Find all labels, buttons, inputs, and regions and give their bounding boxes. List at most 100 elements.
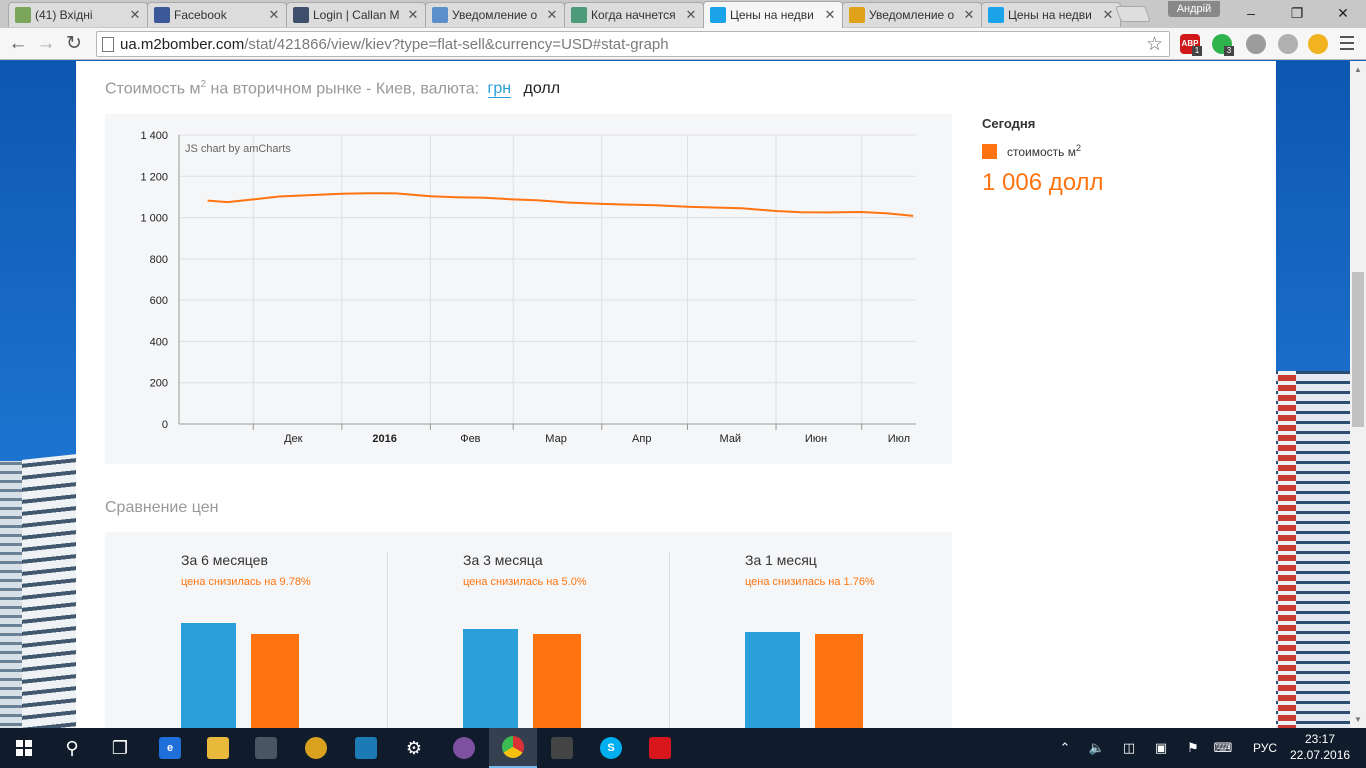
tray-chevron-icon[interactable]: ⌃	[1059, 740, 1071, 755]
y-tick-label: 400	[150, 336, 168, 348]
tab-title: (41) Вхідні	[35, 8, 93, 22]
reload-icon[interactable]: ↻	[66, 33, 82, 54]
tab-close-icon[interactable]: ✕	[407, 7, 419, 22]
language-indicator[interactable]: РУС	[1252, 741, 1278, 755]
tab-title: Уведомление о	[869, 8, 955, 22]
puzzle-icon[interactable]	[1246, 34, 1266, 54]
column-divider	[387, 552, 388, 728]
today-value: 1 006 долл	[982, 169, 1104, 196]
browser-tab[interactable]: Уведомление о ✕	[842, 2, 982, 27]
x-tick-label: Июл	[888, 433, 910, 445]
bar-previous-price	[463, 628, 518, 728]
facebook-icon	[154, 7, 170, 23]
volume-icon[interactable]: 🔈	[1088, 740, 1106, 755]
minimize-button[interactable]: –	[1247, 5, 1255, 21]
settings-gear-icon[interactable]: ⚙	[405, 737, 423, 758]
maximize-button[interactable]: ❐	[1290, 5, 1304, 21]
column-divider	[669, 552, 670, 728]
page-title: Стоимость м2 на вторичном рынке - Киев, …	[105, 79, 561, 99]
task-view-icon[interactable]: ❐	[111, 737, 129, 758]
bookmark-star-icon[interactable]: ☆	[1145, 34, 1163, 55]
tab-title: Цены на недви	[730, 8, 814, 22]
callan-icon	[293, 7, 309, 23]
paw-icon[interactable]	[1278, 34, 1298, 54]
close-window-button[interactable]: ✕	[1337, 5, 1349, 21]
battery-icon[interactable]: ◫	[1122, 740, 1136, 755]
menu-icon[interactable]	[1340, 36, 1354, 52]
x-tick-label: 2016	[372, 433, 396, 445]
currency-usd-active: долл	[523, 80, 561, 98]
tab-title: Уведомление о	[452, 8, 538, 22]
background-building-right	[1276, 371, 1350, 728]
tab-title: Login | Callan M	[313, 8, 400, 22]
headphones-icon[interactable]	[292, 728, 340, 768]
compare-period: За 6 месяцев	[181, 552, 268, 568]
browser-tab[interactable]: Уведомление о ✕	[425, 2, 565, 27]
currency-uah-link[interactable]: грн	[487, 80, 512, 99]
browser-tab[interactable]: Цены на недви ✕	[981, 2, 1121, 27]
search-icon[interactable]: ⚲	[65, 737, 79, 758]
back-icon[interactable]: ←	[8, 33, 28, 54]
network-icon[interactable]: ▣	[1154, 740, 1168, 755]
windows-logo-icon	[16, 740, 32, 756]
browser-tab[interactable]: Login | Callan M ✕	[286, 2, 426, 27]
tab-title: Цены на недви	[1008, 8, 1092, 22]
tab-close-icon[interactable]: ✕	[963, 7, 975, 22]
computer-app-icon[interactable]	[342, 728, 390, 768]
grid-icon	[432, 7, 448, 23]
compare-delta: цена снизилась на 5.0%	[463, 576, 587, 588]
tab-close-icon[interactable]: ✕	[546, 7, 558, 22]
compare-column: За 3 месяца цена снизилась на 5.0%	[387, 552, 669, 728]
x-tick-label: Май	[720, 433, 742, 445]
page-icon	[102, 37, 114, 52]
tab-close-icon[interactable]: ✕	[685, 7, 697, 22]
scroll-up-arrow[interactable]: ▲	[1354, 65, 1362, 74]
viber-icon[interactable]	[440, 728, 488, 768]
opera-icon[interactable]	[636, 728, 684, 768]
smiley-icon[interactable]	[1308, 34, 1328, 54]
start-button[interactable]	[0, 728, 48, 768]
bar-previous-price	[181, 622, 236, 728]
keyboard-icon[interactable]: ⌨	[1213, 740, 1233, 755]
chrome-icon[interactable]	[489, 728, 537, 768]
browser-tab[interactable]: Facebook ✕	[147, 2, 287, 27]
profile-button[interactable]: Андрій	[1168, 1, 1220, 17]
tab-close-icon[interactable]: ✕	[1102, 7, 1114, 22]
tab-close-icon[interactable]: ✕	[268, 7, 280, 22]
calculator-icon[interactable]	[538, 728, 586, 768]
tab-close-icon[interactable]: ✕	[824, 7, 836, 22]
flag-icon[interactable]: ⚑	[1187, 740, 1199, 755]
extension-badge: 3	[1224, 46, 1234, 56]
store-icon[interactable]	[242, 728, 290, 768]
page-scrollbar[interactable]: ▲ ▼	[1350, 61, 1366, 728]
bar-previous-price	[745, 632, 800, 728]
y-tick-label: 1 200	[140, 171, 168, 183]
house-icon	[988, 7, 1004, 23]
tab-close-icon[interactable]: ✕	[129, 7, 141, 22]
edge-icon[interactable]: e	[146, 728, 194, 768]
browser-tab[interactable]: Когда начнется ✕	[564, 2, 704, 27]
y-tick-label: 200	[150, 378, 168, 390]
background-building-left-front	[22, 454, 76, 728]
target-icon	[849, 7, 865, 23]
mail-icon	[15, 7, 31, 23]
url-text[interactable]: ua.m2bomber.com/stat/421866/view/kiev?ty…	[120, 36, 669, 53]
clock[interactable]: 23:17 22.07.2016	[1290, 731, 1350, 763]
clock-date: 22.07.2016	[1290, 748, 1351, 762]
file-explorer-icon[interactable]	[194, 728, 242, 768]
bar-current-price	[533, 633, 581, 728]
new-tab-button[interactable]	[1115, 6, 1151, 22]
skype-icon[interactable]: S	[587, 728, 635, 768]
browser-tab[interactable]: (41) Вхідні ✕	[8, 2, 148, 27]
main-content: Стоимость м2 на вторичном рынке - Киев, …	[76, 61, 1276, 728]
forward-icon[interactable]: →	[36, 33, 56, 54]
x-tick-label: Мар	[545, 433, 567, 445]
address-bar[interactable]: ua.m2bomber.com/stat/421866/view/kiev?ty…	[96, 31, 1170, 57]
bar-current-price	[251, 633, 299, 728]
scroll-down-arrow[interactable]: ▼	[1354, 715, 1362, 724]
compare-delta: цена снизилась на 1.76%	[745, 576, 875, 588]
x-tick-label: Фев	[460, 433, 480, 445]
browser-tab[interactable]: Цены на недви ✕	[703, 1, 843, 28]
scroll-thumb[interactable]	[1352, 272, 1364, 427]
legend-swatch	[982, 143, 997, 159]
